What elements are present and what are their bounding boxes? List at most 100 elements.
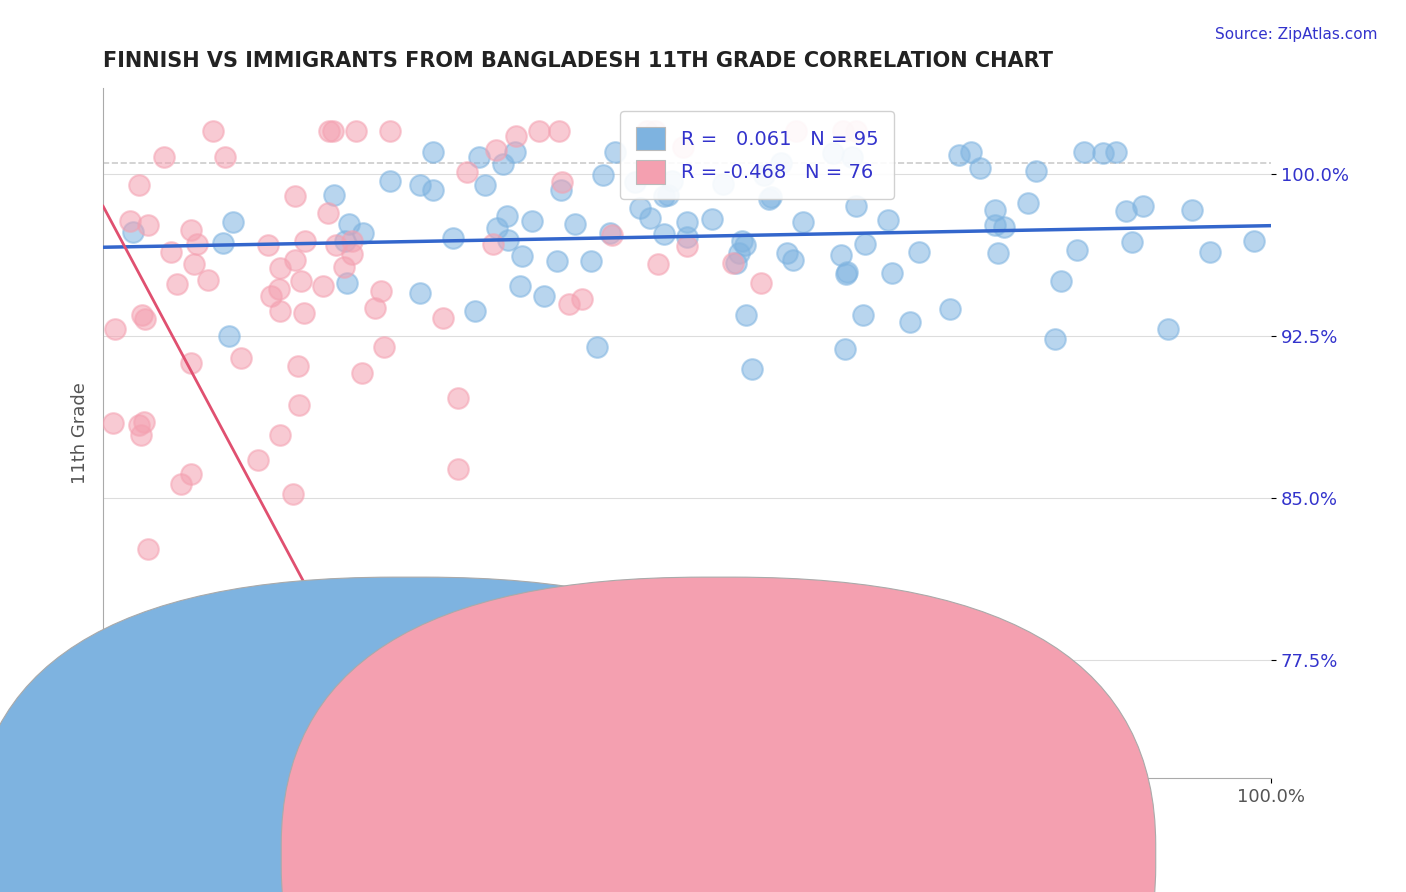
Point [352, 226, 374, 240]
Point [636, 124, 658, 138]
Point [845, 199, 868, 213]
Point [322, 187, 344, 202]
Point [492, 157, 515, 171]
Point [129, 428, 152, 442]
Point [628, 201, 651, 215]
Point [364, 301, 387, 315]
Point [485, 143, 508, 157]
Point [311, 278, 333, 293]
Point [269, 303, 291, 318]
Point [134, 312, 156, 326]
Point [775, 246, 797, 260]
Point [335, 234, 357, 248]
Point [987, 246, 1010, 260]
Point [599, 227, 621, 241]
Point [551, 175, 574, 189]
Point [579, 253, 602, 268]
Point [101, 416, 124, 430]
Point [104, 321, 127, 335]
Point [724, 255, 747, 269]
Point [340, 246, 363, 260]
Point [370, 284, 392, 298]
Point [180, 223, 202, 237]
Point [723, 255, 745, 269]
Point [269, 428, 291, 442]
Point [180, 356, 202, 370]
Point [700, 211, 723, 226]
Point [128, 417, 150, 432]
Point [898, 316, 921, 330]
Point [731, 234, 754, 248]
Text: Finns: Finns [489, 805, 536, 823]
Point [333, 260, 356, 275]
Point [432, 311, 454, 326]
Point [1091, 145, 1114, 160]
Point [284, 252, 307, 267]
Text: Source: ZipAtlas.com: Source: ZipAtlas.com [1215, 27, 1378, 42]
Point [1073, 145, 1095, 160]
Point [1243, 234, 1265, 248]
Point [183, 257, 205, 271]
Point [118, 213, 141, 227]
Point [948, 147, 970, 161]
Point [486, 221, 509, 235]
Point [657, 187, 679, 202]
Point [292, 306, 315, 320]
Point [283, 487, 305, 501]
Point [256, 238, 278, 252]
Point [832, 124, 855, 138]
Point [339, 217, 361, 231]
Point [136, 219, 159, 233]
Point [153, 150, 176, 164]
Point [1050, 274, 1073, 288]
Point [197, 272, 219, 286]
Point [294, 235, 316, 249]
Point [564, 217, 586, 231]
Point [676, 239, 699, 253]
Point [441, 231, 464, 245]
Point [522, 213, 544, 227]
Point [557, 296, 579, 310]
Point [1105, 145, 1128, 160]
Point [409, 178, 432, 193]
Point [509, 279, 531, 293]
Point [468, 150, 491, 164]
Point [136, 541, 159, 556]
Point [160, 245, 183, 260]
Point [638, 211, 661, 225]
Point [325, 238, 347, 252]
Point [644, 124, 666, 138]
Point [505, 145, 527, 160]
Point [505, 129, 527, 144]
Point [845, 124, 868, 138]
Point [269, 261, 291, 276]
Point [652, 188, 675, 202]
Point [984, 218, 1007, 232]
Point [422, 183, 444, 197]
Point [734, 238, 756, 252]
Point [447, 391, 470, 405]
Point [166, 277, 188, 292]
Point [482, 236, 505, 251]
Point [284, 189, 307, 203]
Point [221, 215, 243, 229]
Point [758, 192, 780, 206]
Point [169, 476, 191, 491]
Point [344, 124, 367, 138]
Point [676, 230, 699, 244]
Point [1132, 198, 1154, 212]
Point [378, 174, 401, 188]
Point [1156, 322, 1178, 336]
Point [211, 235, 233, 250]
Point [672, 140, 695, 154]
Point [734, 308, 756, 322]
Point [960, 145, 983, 160]
Point [474, 178, 496, 193]
Point [260, 289, 283, 303]
Point [969, 161, 991, 175]
Point [409, 285, 432, 300]
Point [1043, 332, 1066, 346]
Point [855, 236, 877, 251]
Point [202, 124, 225, 138]
Point [728, 246, 751, 260]
